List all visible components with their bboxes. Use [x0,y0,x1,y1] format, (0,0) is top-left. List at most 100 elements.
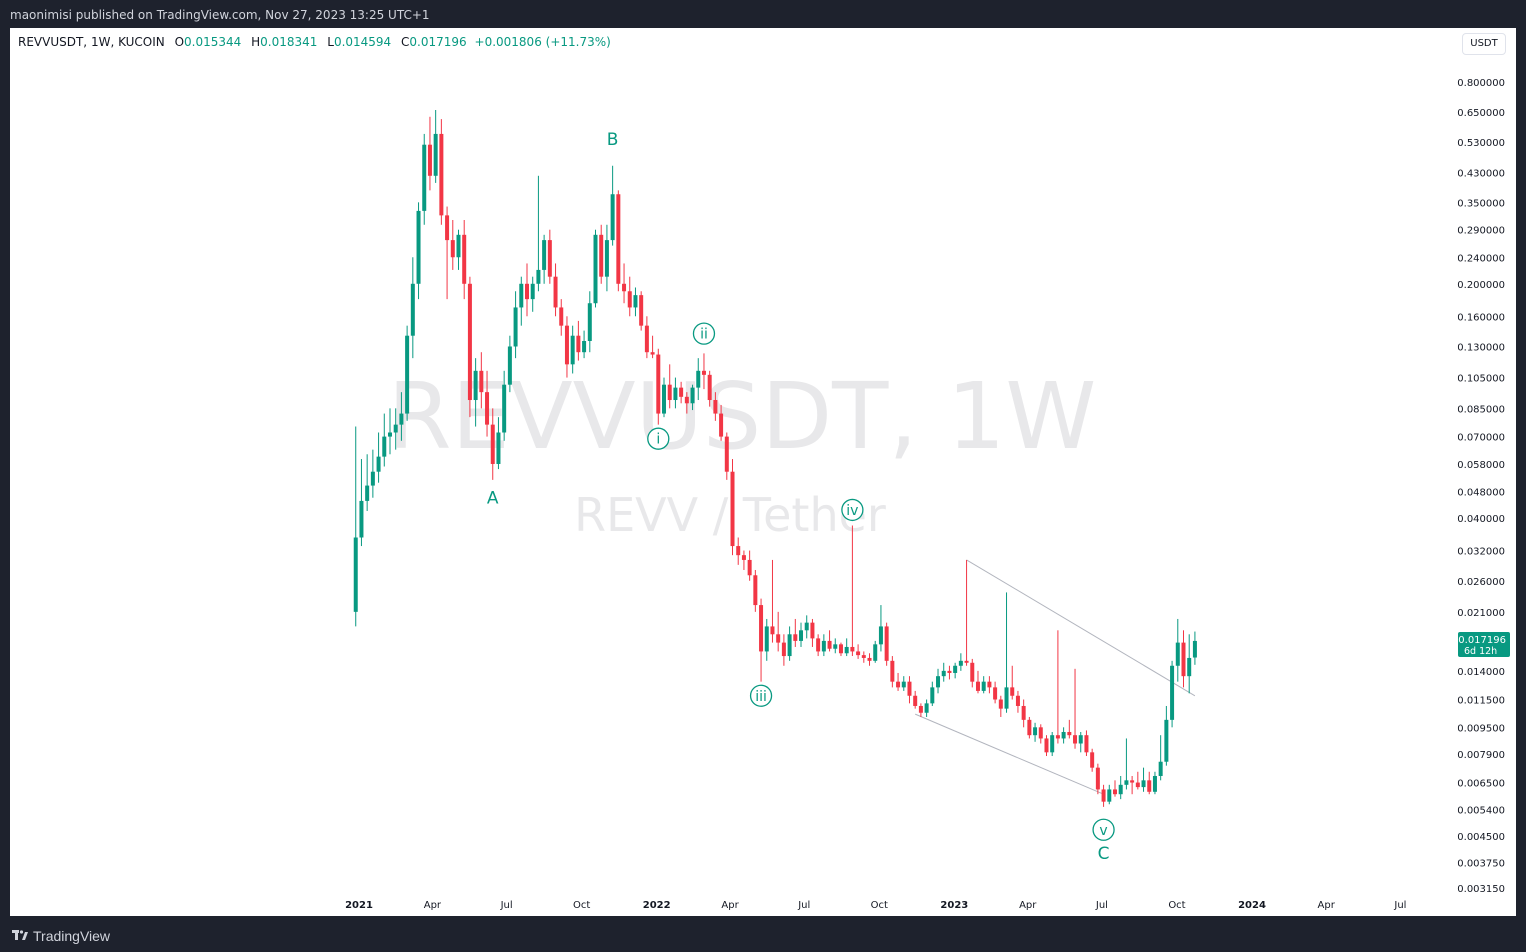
candle-body[interactable] [1181,642,1186,677]
candle-body[interactable] [564,325,569,365]
candle-body[interactable] [662,384,667,414]
candle-body[interactable] [376,456,381,472]
candle-body[interactable] [593,234,598,304]
candle-body[interactable] [450,240,455,258]
candle-body[interactable] [622,283,627,292]
candle-body[interactable] [650,352,655,355]
candle-body[interactable] [393,424,398,433]
candle-body[interactable] [958,660,963,666]
candle-body[interactable] [890,660,895,682]
candle-body[interactable] [410,283,415,336]
candle-body[interactable] [861,655,866,658]
wave-label-C[interactable]: C [1098,844,1110,864]
candle-body[interactable] [1050,735,1055,753]
candle-body[interactable] [930,687,935,704]
wave-label-v[interactable]: v [1099,823,1107,839]
candle-body[interactable] [970,662,975,682]
candle-body[interactable] [941,670,946,677]
candle-body[interactable] [382,436,387,457]
candle-body[interactable] [496,432,501,464]
candle-body[interactable] [644,325,649,353]
wave-label-i[interactable]: i [656,432,660,448]
candle-body[interactable] [793,634,798,641]
candle-body[interactable] [1107,789,1112,802]
candle-body[interactable] [844,646,849,654]
candle-body[interactable] [427,144,432,176]
candle-body[interactable] [673,387,678,401]
candle-body[interactable] [547,240,552,277]
candle-body[interactable] [1067,731,1072,736]
symbol-info[interactable]: REVVUSDT, 1W, KUCOIN [18,35,165,49]
candle-body[interactable] [1192,640,1197,658]
candle-body[interactable] [582,341,587,353]
candle-body[interactable] [998,699,1003,709]
tradingview-logo[interactable]: TradingView [12,928,110,944]
wave-label-A[interactable]: A [487,489,499,509]
candle-body[interactable] [1084,735,1089,753]
candle-body[interactable] [821,640,826,652]
candle-body[interactable] [485,392,490,425]
candle-body[interactable] [701,370,706,375]
candle-body[interactable] [599,234,604,277]
candle-body[interactable] [439,133,444,216]
candle-body[interactable] [684,396,689,404]
candle-body[interactable] [513,307,518,347]
candle-body[interactable] [1158,761,1163,776]
candle-body[interactable] [873,644,878,661]
candle-body[interactable] [1152,775,1157,792]
candle-body[interactable] [741,555,746,560]
candle-body[interactable] [924,703,929,713]
candle-body[interactable] [445,215,450,241]
candle-body[interactable] [524,283,529,300]
candle-body[interactable] [987,681,992,688]
candle-body[interactable] [810,622,815,639]
candle-body[interactable] [804,622,809,631]
candle-body[interactable] [490,424,495,464]
candle-body[interactable] [365,485,370,501]
candle-body[interactable] [736,546,741,556]
candle-body[interactable] [787,634,792,657]
candle-body[interactable] [1112,789,1117,795]
candle-body[interactable] [878,626,883,645]
candle-body[interactable] [507,346,512,385]
candle-body[interactable] [764,626,769,652]
candle-body[interactable] [536,269,541,284]
candle-body[interactable] [416,210,421,284]
candle-body[interactable] [1090,752,1095,768]
candle-body[interactable] [616,194,621,284]
candle-body[interactable] [353,537,358,612]
wave-label-iii[interactable]: iii [755,689,767,705]
candle-body[interactable] [519,283,524,308]
candle-body[interactable] [1175,642,1180,666]
candle-body[interactable] [1004,687,1009,709]
candle-body[interactable] [975,681,980,691]
candle-body[interactable] [707,374,712,401]
candle-body[interactable] [1118,784,1123,795]
candle-body[interactable] [559,307,564,326]
candle-body[interactable] [1078,735,1083,744]
trend-line[interactable] [966,559,1196,697]
candle-body[interactable] [953,665,958,673]
candle-body[interactable] [901,681,906,688]
candle-body[interactable] [1187,657,1192,677]
candle-body[interactable] [467,283,472,401]
candle-body[interactable] [530,283,535,300]
candle-body[interactable] [1044,738,1049,753]
candle-body[interactable] [679,387,684,397]
candle-body[interactable] [1061,731,1066,739]
candle-body[interactable] [633,295,638,308]
candle-body[interactable] [759,605,764,652]
candle-body[interactable] [1021,705,1026,720]
candle-body[interactable] [1170,665,1175,720]
candle-body[interactable] [479,370,484,393]
candle-body[interactable] [690,387,695,404]
candle-body[interactable] [1101,789,1106,802]
candle-body[interactable] [359,500,364,538]
candle-body[interactable] [776,634,781,643]
trend-line[interactable] [914,713,1104,795]
candle-body[interactable] [884,626,889,661]
candle-body[interactable] [1164,719,1169,762]
candle-body[interactable] [1073,735,1078,744]
